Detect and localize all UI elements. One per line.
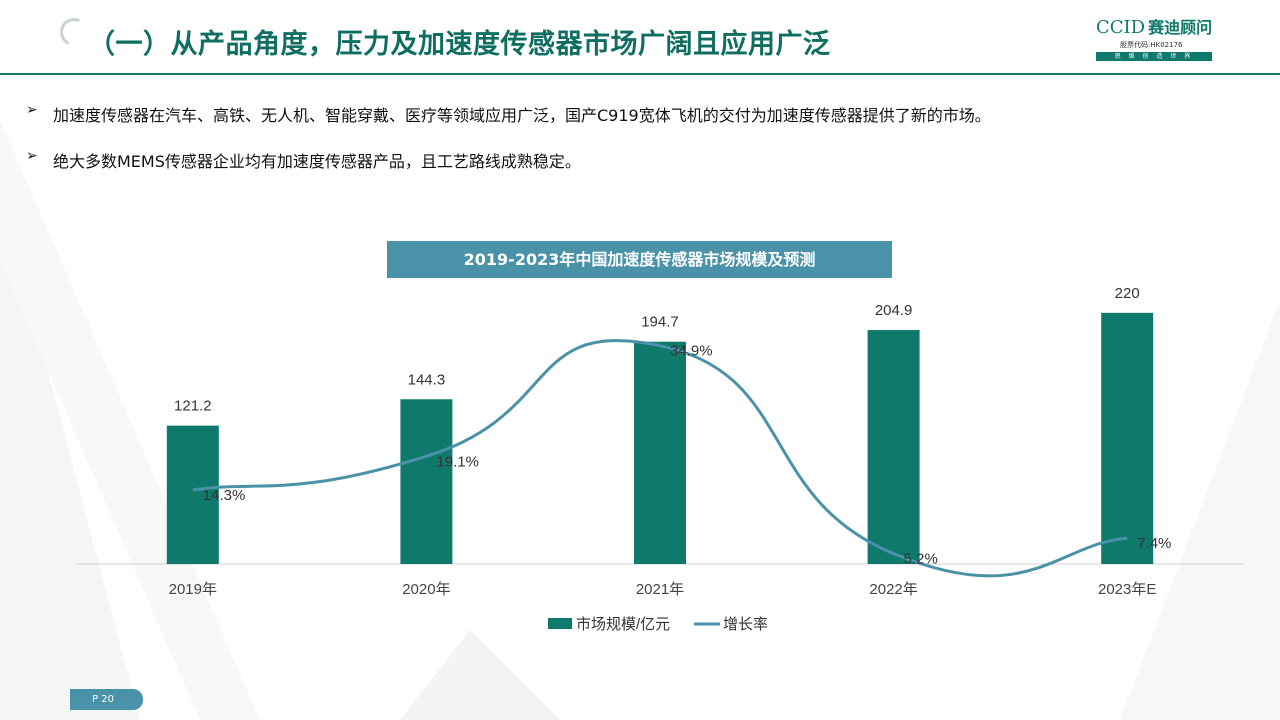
- page-number: P 20: [70, 689, 143, 710]
- line-value-label: 34.9%: [670, 343, 713, 360]
- bar-value-label: 204.9: [875, 302, 913, 319]
- line-value-label: 14.3%: [203, 487, 246, 504]
- bar-value-label: 144.3: [408, 371, 446, 388]
- bar: [634, 341, 686, 564]
- logo-name: 赛迪顾问: [1148, 18, 1213, 37]
- line-value-label: 19.1%: [436, 453, 479, 470]
- bar: [1101, 312, 1154, 564]
- line-value-label: 7.4%: [1137, 535, 1171, 552]
- bar: [166, 425, 219, 564]
- x-tick-label: 2022年: [869, 581, 917, 598]
- bar-value-label: 220: [1115, 285, 1140, 302]
- arrow-right-icon: ➢: [26, 102, 38, 118]
- legend-bar-swatch: [548, 618, 572, 629]
- bar: [867, 330, 920, 564]
- legend-bar-label: 市场规模/亿元: [576, 616, 670, 633]
- logo-slogan: 思 维 创 造 世 界: [1096, 52, 1212, 61]
- legend-line-label: 增长率: [723, 616, 768, 633]
- x-tick-label: 2020年: [402, 581, 450, 598]
- chart-title: 2019-2023年中国加速度传感器市场规模及预测: [387, 241, 892, 278]
- x-tick-label: 2019年: [169, 581, 217, 598]
- bar: [400, 399, 453, 564]
- bullet-text: 绝大多数MEMS传感器企业均有加速度传感器产品，且工艺路线成熟稳定。: [53, 152, 581, 171]
- page-title: （一）从产品角度，压力及加速度传感器市场广阔且应用广泛: [88, 29, 831, 60]
- growth-rate-line: [192, 339, 1128, 578]
- logo-stock-code: 股票代码:HK02176: [1120, 41, 1183, 49]
- title-bar: （一）从产品角度，压力及加速度传感器市场广阔且应用广泛 CCID 赛迪顾问 股票代…: [0, 0, 1280, 75]
- company-logo: CCID 赛迪顾问 股票代码:HK02176 思 维 创 造 世 界: [1096, 14, 1212, 62]
- arrow-right-icon: ➢: [26, 148, 38, 164]
- x-tick-label: 2021年: [636, 581, 684, 598]
- bullet-text: 加速度传感器在汽车、高铁、无人机、智能穿戴、医疗等领域应用广泛，国产C919宽体…: [53, 106, 991, 125]
- bar-value-label: 121.2: [174, 398, 212, 415]
- bar-value-label: 194.7: [641, 314, 679, 331]
- x-tick-label: 2023年E: [1098, 581, 1156, 598]
- line-value-label: 5.2%: [904, 551, 938, 568]
- logo-brand: CCID: [1096, 17, 1146, 38]
